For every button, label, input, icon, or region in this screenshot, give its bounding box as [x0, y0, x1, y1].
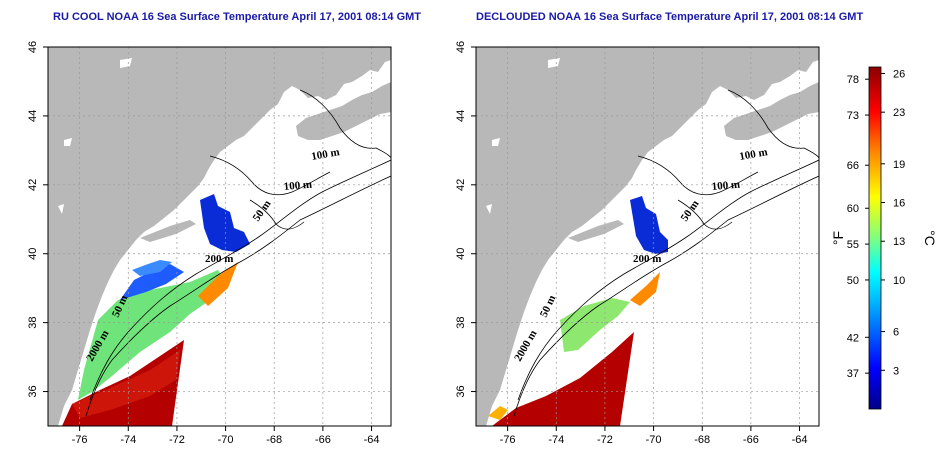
- lon-tick-label: -66: [743, 434, 759, 446]
- map-right-nova-scotia: [724, 82, 819, 140]
- lon-tick-label: -70: [218, 434, 234, 446]
- lat-tick-label: 38: [455, 317, 467, 329]
- lon-tick-label: -74: [120, 434, 136, 446]
- map-right-contour-label-4: 200 m: [633, 253, 661, 265]
- colorbar-c-tick-label: 23: [893, 107, 905, 119]
- map-right-plot-area: [476, 47, 819, 426]
- map-right-sst-mid: [560, 298, 630, 352]
- lat-tick-label: 36: [27, 385, 39, 397]
- map-left-sst-cool-2: [132, 260, 172, 276]
- colorbar-f-tick-label: 66: [847, 160, 859, 172]
- lat-tick-label: 42: [27, 179, 39, 191]
- lat-tick-label: 44: [455, 110, 467, 122]
- colorbar-c-tick-label: 19: [893, 159, 905, 171]
- map-left-axes: -76 -74 -72 -70 -68 -66 -64 36 38 40 42 44 46: [27, 41, 379, 446]
- map-left-contours: [85, 89, 391, 417]
- colorbar-f-tick-label: 50: [847, 275, 859, 287]
- map-right-sst-cold: [630, 196, 668, 254]
- map-left-long-island: [140, 220, 196, 242]
- lon-tick-label: -72: [169, 434, 185, 446]
- colorbar-c-tick-label: 10: [893, 275, 905, 287]
- map-right-title: DECLOUDED NOAA 16 Sea Surface Temperatur…: [476, 11, 863, 23]
- colorbar-f-tick-label: 78: [847, 74, 859, 86]
- colorbar-c-tick-label: 13: [893, 236, 905, 248]
- colorbar-f-tick-label: 60: [847, 203, 859, 215]
- lat-tick-label: 46: [455, 41, 467, 53]
- colorbar-c-label: °C: [922, 230, 938, 246]
- colorbar-f-tick-label: 55: [847, 239, 859, 251]
- lon-tick-label: -68: [694, 434, 710, 446]
- colorbar-f-label: °F: [830, 231, 846, 245]
- map-left-sst-mid: [78, 270, 228, 400]
- map-right-land: [476, 47, 819, 426]
- lon-tick-label: -72: [597, 434, 613, 446]
- lat-tick-label: 42: [455, 179, 467, 191]
- lon-tick-label: -64: [792, 434, 808, 446]
- lat-tick-label: 46: [27, 41, 39, 53]
- map-left-grid: [48, 47, 391, 426]
- colorbar-ramp: [868, 66, 882, 410]
- map-left-plot-area: [48, 47, 391, 426]
- map-left-nova-scotia: [296, 82, 391, 140]
- map-left: RU COOL NOAA 16 Sea Surface Temperature …: [27, 11, 421, 446]
- colorbar-f-tick-label: 37: [847, 368, 859, 380]
- map-left-contour-label-1: 100 m: [310, 146, 340, 163]
- lat-tick-label: 36: [455, 385, 467, 397]
- lat-tick-label: 38: [27, 317, 39, 329]
- lon-tick-label: -76: [72, 434, 88, 446]
- colorbar-c-tick-label: 6: [893, 327, 899, 339]
- lat-tick-label: 40: [27, 248, 39, 260]
- map-right-sst-patch: [488, 406, 508, 420]
- map-left-frame: [47, 46, 392, 427]
- lon-tick-label: -66: [315, 434, 331, 446]
- lon-tick-label: -70: [646, 434, 662, 446]
- map-right-long-island: [568, 220, 624, 242]
- map-right-axes: -76 -74 -72 -70 -68 -66 -64 36 38 40 42 44 46: [455, 41, 807, 446]
- map-right-grid: [476, 47, 819, 426]
- map-right-contours: [513, 89, 819, 417]
- lon-tick-label: -74: [548, 434, 564, 446]
- map-left-sst-cold: [200, 194, 250, 252]
- lon-tick-label: -68: [266, 434, 282, 446]
- map-right: DECLOUDED NOAA 16 Sea Surface Temperatur…: [455, 11, 863, 446]
- colorbar-f-tick-label: 73: [847, 110, 859, 122]
- lon-tick-label: -76: [500, 434, 516, 446]
- map-right-sst-front: [630, 272, 660, 306]
- colorbar-f-tick-label: 42: [847, 332, 859, 344]
- lon-tick-label: -64: [364, 434, 380, 446]
- lat-tick-label: 40: [455, 248, 467, 260]
- map-left-sst-cool: [120, 264, 184, 300]
- map-left-sst-front: [198, 262, 238, 306]
- lat-tick-label: 44: [27, 110, 39, 122]
- map-left-title: RU COOL NOAA 16 Sea Surface Temperature …: [53, 11, 421, 23]
- colorbar: °F °C 3 6 10 13 16 19 23 26 37 42 50 55 60 66 73 78: [830, 66, 938, 410]
- map-right-contour-label-1: 100 m: [738, 146, 768, 163]
- map-left-contour-label-4: 200 m: [205, 253, 233, 265]
- colorbar-c-tick-label: 16: [893, 198, 905, 210]
- colorbar-c-tick-label: 3: [893, 365, 899, 377]
- map-right-contour-label-2: 100 m: [711, 179, 740, 193]
- colorbar-c-tick-label: 26: [893, 68, 905, 80]
- colorbar-ticks: 3 6 10 13 16 19 23 26 37 42 50 55 60 66 73 78: [847, 68, 906, 380]
- map-left-land: [48, 47, 391, 426]
- map-left-contour-label-2: 100 m: [283, 179, 312, 193]
- map-right-frame: [475, 46, 820, 427]
- map-right-sst-warm: [492, 332, 634, 426]
- map-left-sst-warm-2: [72, 350, 180, 418]
